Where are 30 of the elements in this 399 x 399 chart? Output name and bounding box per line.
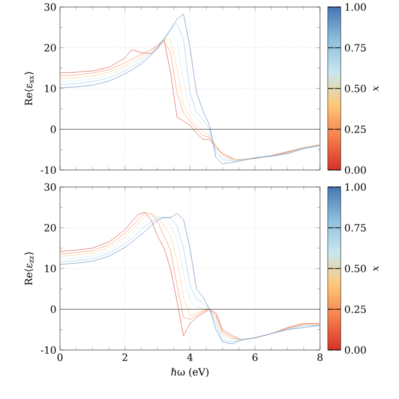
x-tick-label: 2 xyxy=(122,354,128,361)
color-bar-label: 0.00 xyxy=(344,166,366,174)
x-tick-label: 0 xyxy=(57,354,63,362)
y-tick-label: 30 xyxy=(44,183,56,191)
color-bar-label: 0.00 xyxy=(344,346,366,354)
color-bar-label: 1.00 xyxy=(346,3,366,11)
y-tick-label: 20 xyxy=(44,44,56,52)
y-tick-label: 30 xyxy=(44,3,56,11)
color-bar-label: 0.50 xyxy=(344,84,366,92)
color-bar-label: 0.75 xyxy=(344,44,366,52)
y-tick-label: 0 xyxy=(50,305,56,314)
x-tick-label: 8 xyxy=(318,354,323,362)
y-axis-title: Re⟨ε$_{zz}$⟩ xyxy=(24,252,34,286)
y-tick-label: 20 xyxy=(44,224,56,232)
x-tick-label: 6 xyxy=(252,354,258,362)
color-bar-title: x xyxy=(373,266,379,272)
color-bar-label: 0.25 xyxy=(344,125,366,134)
color-bar-label: 0.50 xyxy=(344,264,366,272)
y-tick-label: -10 xyxy=(40,346,56,354)
color-bar-label: 1.00 xyxy=(346,183,366,191)
color-bar-label: 0.25 xyxy=(344,305,366,314)
y-tick-label: 10 xyxy=(45,84,56,92)
y-tick-label: -10 xyxy=(40,166,56,174)
y-axis-title: Re⟨ε$_{xx}$⟩ xyxy=(24,72,34,106)
y-tick-label: 10 xyxy=(45,264,56,272)
y-tick-label: 0 xyxy=(50,125,56,134)
x-tick-label: 4 xyxy=(187,354,193,361)
x-axis-title: ℏω (eV) xyxy=(171,368,208,378)
color-bar-title: x xyxy=(373,86,379,92)
color-bar-label: 0.75 xyxy=(344,224,366,232)
